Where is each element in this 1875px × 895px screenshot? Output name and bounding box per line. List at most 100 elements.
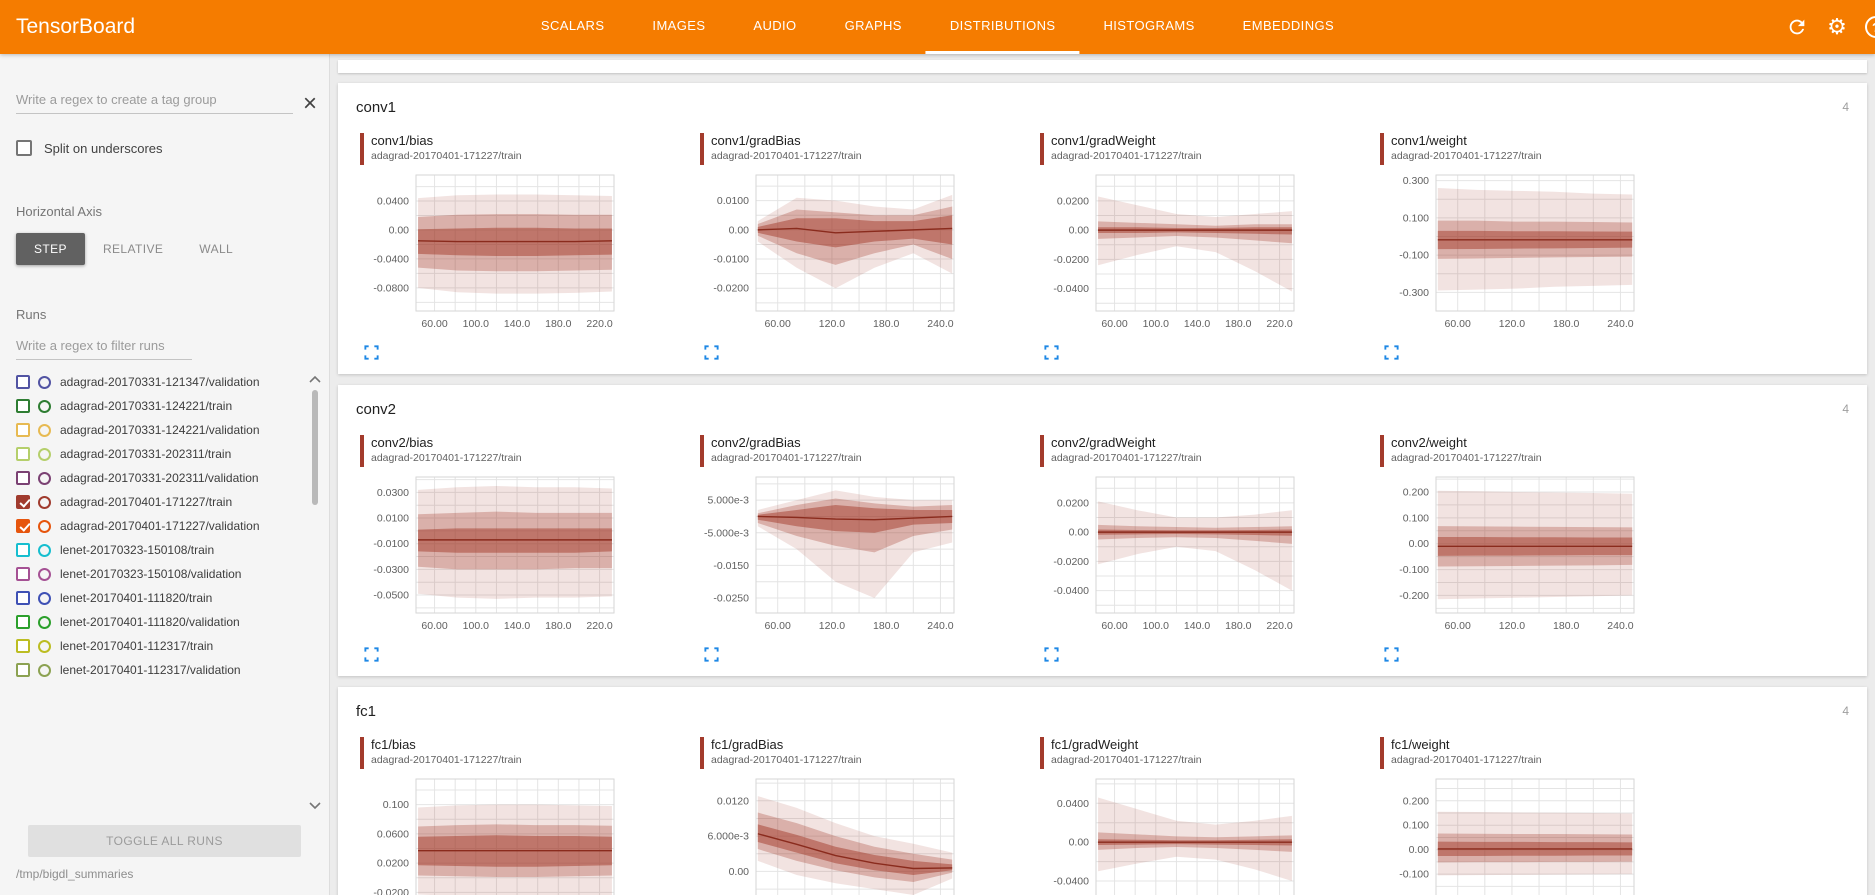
run-checkbox[interactable] — [16, 663, 30, 677]
distribution-chart-card: fc1/gradBias adagrad-20170401-171227/tra… — [692, 735, 1032, 895]
chart-header: conv1/gradBias adagrad-20170401-171227/t… — [700, 133, 1032, 165]
chart-header: conv2/gradWeight adagrad-20170401-171227… — [1040, 435, 1372, 467]
expand-icon[interactable] — [363, 646, 381, 664]
run-row[interactable]: adagrad-20170331-202311/validation — [16, 466, 301, 490]
svg-text:100.0: 100.0 — [463, 620, 489, 632]
expand-icon[interactable] — [1383, 344, 1401, 362]
svg-text:-0.0100: -0.0100 — [373, 538, 409, 550]
run-row[interactable]: lenet-20170401-112317/train — [16, 634, 301, 658]
run-row[interactable]: adagrad-20170401-171227/train — [16, 490, 301, 514]
run-color-circle[interactable] — [38, 663, 51, 677]
run-color-circle[interactable] — [38, 591, 51, 605]
nav-tab[interactable]: DISTRIBUTIONS — [925, 0, 1080, 54]
nav-tab[interactable]: EMBEDDINGS — [1219, 0, 1358, 54]
run-checkbox[interactable] — [16, 591, 30, 605]
run-row[interactable]: adagrad-20170401-171227/validation — [16, 514, 301, 538]
run-row[interactable]: adagrad-20170331-124221/validation — [16, 418, 301, 442]
run-row[interactable]: adagrad-20170331-202311/train — [16, 442, 301, 466]
run-color-circle[interactable] — [38, 519, 51, 533]
run-color-circle[interactable] — [38, 423, 51, 437]
run-checkbox[interactable] — [16, 615, 30, 629]
chart-run-name: adagrad-20170401-171227/train — [1391, 754, 1542, 766]
run-checkbox[interactable] — [16, 519, 30, 533]
expand-icon[interactable] — [703, 344, 721, 362]
run-color-circle[interactable] — [38, 615, 51, 629]
settings-gear-icon[interactable]: ⚙ — [1827, 14, 1847, 39]
run-row[interactable]: lenet-20170401-112317/validation — [16, 658, 301, 682]
partial-card-top — [338, 60, 1867, 73]
axis-mode-button[interactable]: STEP — [16, 233, 85, 265]
split-on-underscores-row[interactable]: Split on underscores — [16, 140, 313, 156]
chart-title: conv1/bias — [371, 133, 434, 148]
run-color-bar — [700, 435, 704, 467]
distribution-chart-card: conv1/gradWeight adagrad-20170401-171227… — [1032, 131, 1372, 370]
run-checkbox[interactable] — [16, 447, 30, 461]
run-row[interactable]: lenet-20170401-111820/validation — [16, 610, 301, 634]
run-color-bar — [1380, 133, 1384, 165]
run-color-circle[interactable] — [38, 567, 51, 581]
checkbox-icon[interactable] — [16, 140, 32, 156]
runs-scrollbar-thumb[interactable] — [312, 390, 318, 505]
svg-text:-0.0200: -0.0200 — [713, 283, 749, 295]
run-checkbox[interactable] — [16, 375, 30, 389]
svg-text:140.0: 140.0 — [504, 318, 530, 330]
toggle-all-runs-button[interactable]: TOGGLE ALL RUNS — [28, 825, 301, 857]
run-row[interactable]: lenet-20170323-150108/train — [16, 538, 301, 562]
svg-text:0.200: 0.200 — [1403, 486, 1429, 498]
svg-text:180.0: 180.0 — [1225, 318, 1251, 330]
section-header[interactable]: conv2 4 — [338, 385, 1867, 433]
scroll-down-icon[interactable] — [307, 799, 323, 813]
chart-title: fc1/weight — [1391, 737, 1450, 752]
section-header[interactable]: fc1 4 — [338, 687, 1867, 735]
expand-icon[interactable] — [363, 344, 381, 362]
nav-tab[interactable]: HISTOGRAMS — [1079, 0, 1218, 54]
run-checkbox[interactable] — [16, 495, 30, 509]
run-color-bar — [1040, 737, 1044, 769]
chart-header: conv2/weight adagrad-20170401-171227/tra… — [1380, 435, 1712, 467]
run-color-circle[interactable] — [38, 543, 51, 557]
run-color-circle[interactable] — [38, 399, 51, 413]
fullscreen-icon-glyph — [704, 647, 719, 662]
run-row[interactable]: adagrad-20170331-121347/validation — [16, 370, 301, 394]
run-color-circle[interactable] — [38, 495, 51, 509]
run-checkbox[interactable] — [16, 471, 30, 485]
section-header[interactable]: conv1 4 — [338, 83, 1867, 131]
run-checkbox[interactable] — [16, 399, 30, 413]
runs-filter-input[interactable] — [16, 334, 192, 360]
run-row[interactable]: lenet-20170401-111820/train — [16, 586, 301, 610]
run-row[interactable]: lenet-20170323-150108/validation — [16, 562, 301, 586]
run-checkbox[interactable] — [16, 543, 30, 557]
expand-icon[interactable] — [1043, 344, 1061, 362]
runs-list: adagrad-20170331-121347/validation adagr… — [16, 370, 323, 815]
run-checkbox[interactable] — [16, 423, 30, 437]
svg-text:0.00: 0.00 — [1409, 844, 1430, 856]
run-color-circle[interactable] — [38, 639, 51, 653]
run-checkbox[interactable] — [16, 567, 30, 581]
scroll-up-icon[interactable] — [307, 372, 323, 386]
expand-icon[interactable] — [703, 646, 721, 664]
nav-tab[interactable]: GRAPHS — [821, 0, 926, 54]
run-color-bar — [360, 737, 364, 769]
run-name: lenet-20170401-112317/validation — [60, 663, 241, 677]
run-row[interactable]: adagrad-20170331-124221/train — [16, 394, 301, 418]
nav-tab[interactable]: SCALARS — [517, 0, 629, 54]
svg-text:-0.0300: -0.0300 — [373, 564, 409, 576]
nav-tab[interactable]: AUDIO — [729, 0, 820, 54]
axis-mode-button[interactable]: WALL — [181, 233, 251, 265]
run-color-circle[interactable] — [38, 375, 51, 389]
nav-tab[interactable]: IMAGES — [628, 0, 729, 54]
help-icon[interactable]: ? — [1865, 16, 1875, 38]
run-color-circle[interactable] — [38, 471, 51, 485]
axis-mode-button[interactable]: RELATIVE — [85, 233, 181, 265]
run-name: lenet-20170323-150108/train — [60, 543, 215, 557]
svg-text:0.0300: 0.0300 — [377, 487, 409, 499]
chart-titles: conv2/weight adagrad-20170401-171227/tra… — [1391, 435, 1542, 467]
refresh-icon[interactable] — [1785, 15, 1809, 39]
run-color-circle[interactable] — [38, 447, 51, 461]
expand-icon[interactable] — [1383, 646, 1401, 664]
expand-icon[interactable] — [1043, 646, 1061, 664]
tag-group-regex-input[interactable] — [16, 88, 293, 114]
close-icon[interactable]: × — [302, 90, 317, 117]
run-checkbox[interactable] — [16, 639, 30, 653]
